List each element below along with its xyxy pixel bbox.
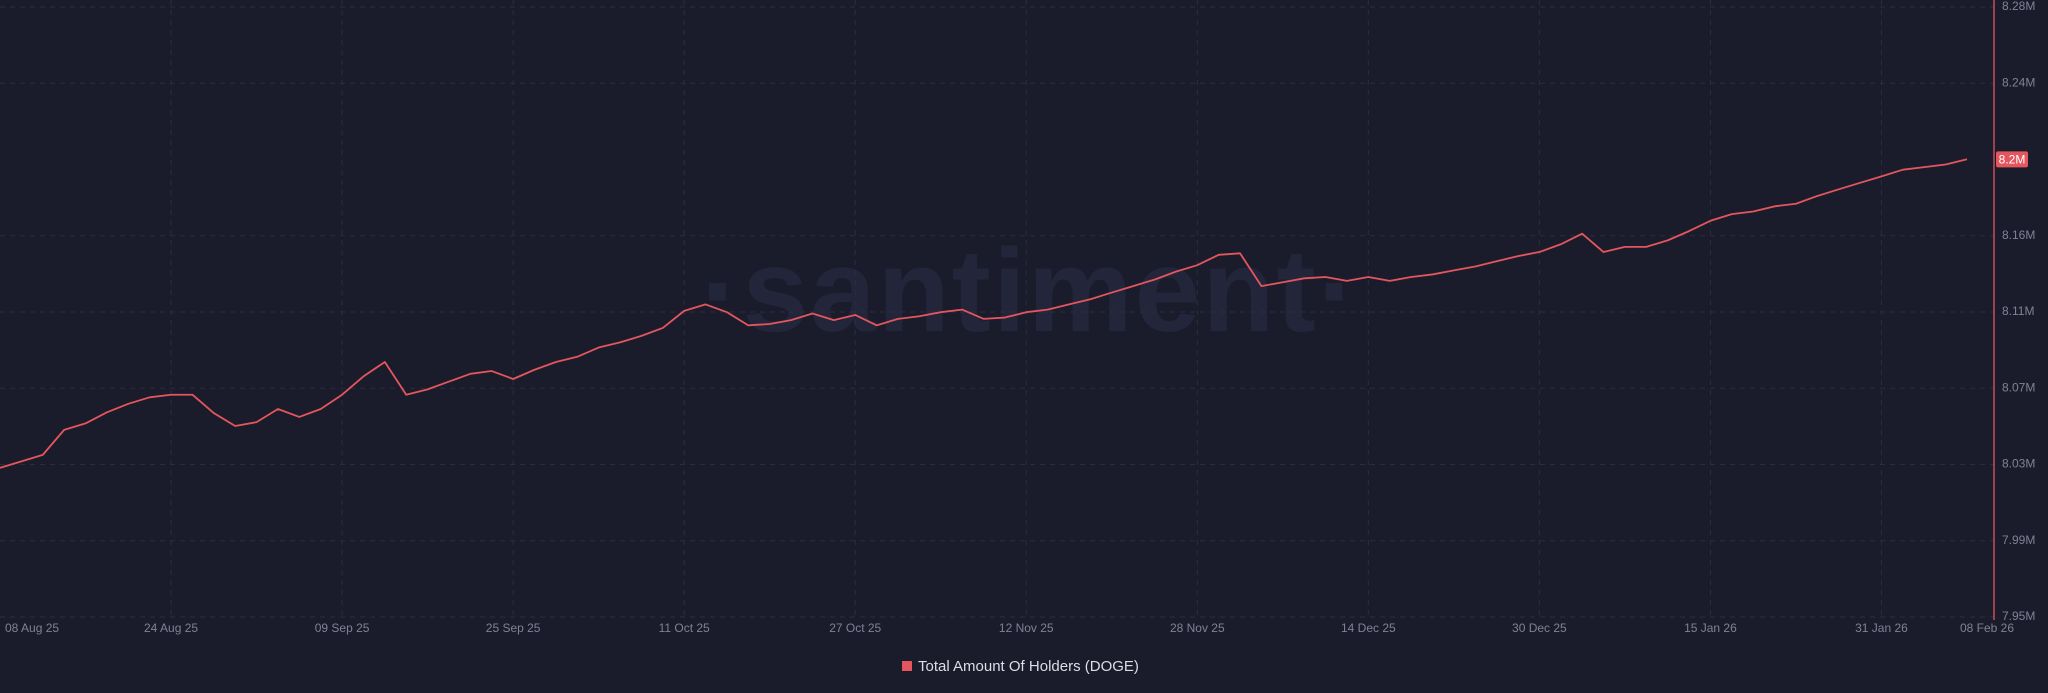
x-tick-label: 24 Aug 25 xyxy=(144,621,198,635)
x-tick-label: 11 Oct 25 xyxy=(659,621,710,635)
x-tick-label: 12 Nov 25 xyxy=(999,621,1054,635)
x-tick-label: 14 Dec 25 xyxy=(1341,621,1396,635)
watermark: ·santiment· xyxy=(701,225,1359,357)
legend-label: Total Amount Of Holders (DOGE) xyxy=(918,658,1139,675)
y-tick-label: 8.28M xyxy=(2002,0,2035,13)
y-tick-label: 8.24M xyxy=(2002,75,2035,89)
x-tick-label: 09 Sep 25 xyxy=(315,621,370,635)
y-tick-label: 8.11M xyxy=(2002,304,2034,318)
line xyxy=(0,158,1968,469)
x-tick-label: 08 Feb 26 xyxy=(1960,621,2014,635)
x-tick-label: 15 Jan 26 xyxy=(1684,621,1737,635)
y-tick-label: 8.16M xyxy=(2002,228,2035,242)
x-tick-label: 08 Aug 25 xyxy=(5,621,59,635)
y-tick-label: 8.03M xyxy=(2002,457,2035,471)
x-tick-label: 28 Nov 25 xyxy=(1170,621,1225,635)
y-tick-label: 7.99M xyxy=(2002,533,2035,547)
x-tick-label: 25 Sep 25 xyxy=(486,621,541,635)
y-tick-label: 7.95M xyxy=(2002,609,2035,623)
x-tick-label: 30 Dec 25 xyxy=(1512,621,1567,635)
last-value-badge xyxy=(1996,151,2028,168)
legend-swatch xyxy=(902,661,912,671)
x-tick-label: 27 Oct 25 xyxy=(829,621,881,635)
x-tick-label: 31 Jan 26 xyxy=(1855,621,1908,635)
last-value-label: 8.2M xyxy=(1999,152,2026,166)
y-tick-label: 8.07M xyxy=(2002,380,2035,394)
